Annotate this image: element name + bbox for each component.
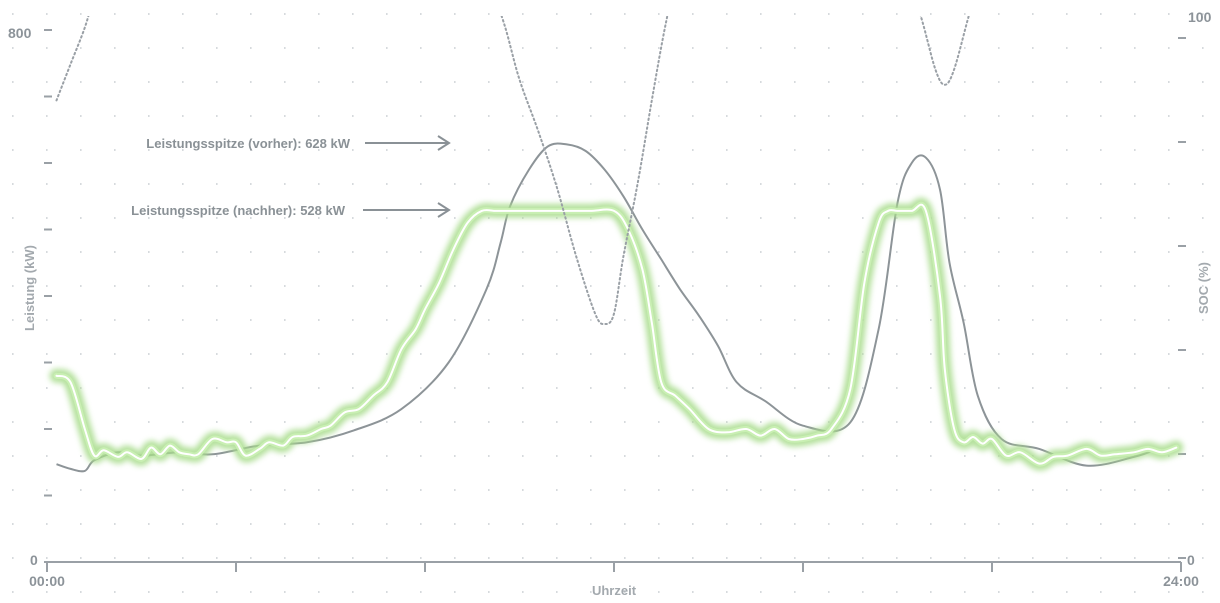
y-right-tick-bottom: 0 [1187,552,1195,568]
x-tick-start: 00:00 [29,573,65,589]
soc-series-line-2 [500,16,669,326]
y-left-axis-title: Leistung (kW) [22,245,37,331]
x-axis-title: Uhrzeit [592,583,637,598]
y-left-tick-bottom: 0 [30,552,38,568]
grid-dots [12,13,1204,593]
x-tick-end: 24:00 [1163,573,1199,589]
load-after-series-halo [53,201,1180,467]
arrow-peak-before-head [437,135,451,151]
annotation-peak-after: Leistungsspitze (nachher): 528 kW [131,203,346,218]
load-after-series-glow [49,197,1184,471]
arrow-peak-after-head [437,202,451,218]
y-right-axis-title: SOC (%) [1196,262,1211,314]
load-after-series-line [55,203,1178,465]
soc-series-line-3 [919,16,970,86]
y-right-tick-top: 100 [1188,9,1212,25]
load-before-series-line [56,142,1158,473]
annotation-peak-before: Leistungsspitze (vorher): 628 kW [146,136,350,151]
soc-series-line-1 [55,16,90,102]
y-left-tick-top: 800 [8,25,32,41]
